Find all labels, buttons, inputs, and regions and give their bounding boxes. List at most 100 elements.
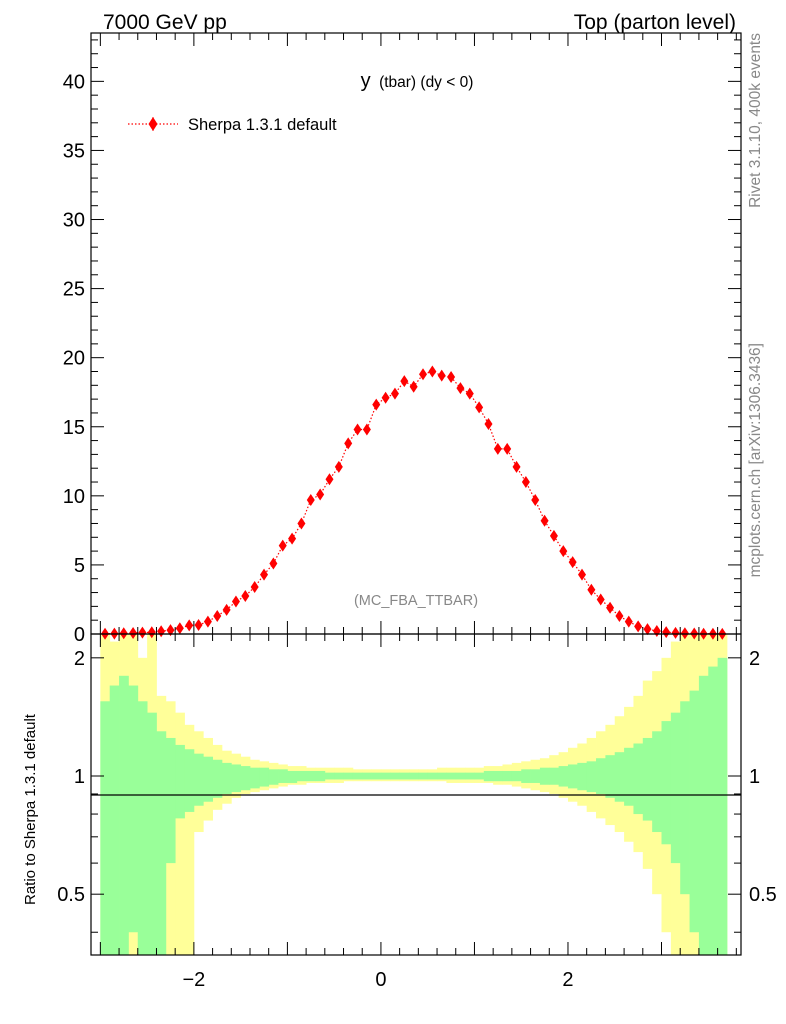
band-bin [511, 770, 522, 782]
band-bin [165, 737, 176, 864]
band-bin [390, 772, 401, 780]
ratio-y-tick-label-right: 0.5 [749, 884, 777, 906]
band-bin [109, 685, 120, 955]
band-bin [539, 767, 550, 785]
band-bin [278, 769, 288, 783]
data-point [680, 627, 689, 640]
band-bin [642, 737, 653, 821]
data-point [671, 626, 680, 639]
band-bin [399, 772, 410, 780]
data-point [306, 493, 315, 506]
data-point [531, 493, 540, 506]
band-bin [184, 724, 195, 955]
x-tick-label: 0 [375, 969, 386, 991]
band-bin [137, 701, 148, 955]
data-point [512, 460, 521, 473]
band-bin [119, 675, 129, 955]
data-point [549, 529, 558, 542]
band-bin [352, 772, 363, 780]
legend-label: Sherpa 1.3.1 default [188, 116, 337, 134]
ratio-ylabel: Ratio to Sherpa 1.3.1 default [22, 713, 39, 905]
band-bin [203, 756, 213, 802]
band-bin [231, 764, 242, 793]
band-bin [577, 762, 588, 791]
band-bin [259, 767, 270, 787]
legend: Sherpa 1.3.1 default [128, 116, 337, 134]
band-bin [633, 743, 644, 815]
band-bin [530, 769, 541, 783]
band-bin [427, 772, 438, 780]
data-point [119, 627, 128, 640]
data-point [278, 539, 287, 552]
main-axis-ticks: 0 5 10 15 20 25 30 35 40 [63, 33, 741, 955]
band-bin [175, 712, 185, 955]
data-point [475, 401, 484, 414]
band-bin [437, 772, 447, 780]
ratio-frame [90, 633, 742, 956]
band-bin [614, 752, 625, 802]
data-point [129, 627, 138, 640]
band-bin [698, 675, 709, 955]
data-point [587, 583, 596, 596]
data-point [634, 620, 643, 633]
band-bin [100, 701, 111, 955]
data-point [185, 619, 194, 632]
data-point [316, 488, 325, 501]
ratio-axis-ticks: 0.5 0.5 1 1 2 2 −2 0 2 [57, 648, 777, 991]
band-bin [287, 770, 298, 783]
band-bin [521, 769, 531, 783]
data-point [465, 387, 474, 400]
band-bin [147, 712, 157, 955]
data-point [419, 368, 428, 381]
data-point [334, 460, 343, 473]
band-bin [193, 753, 204, 806]
band-bin [455, 772, 466, 780]
data-point [147, 626, 156, 639]
band-bin [221, 762, 232, 794]
data-point [325, 473, 334, 486]
data-point [643, 623, 652, 636]
band-bin [652, 731, 662, 833]
data-point [241, 590, 250, 603]
data-point [372, 398, 381, 411]
data-point [606, 601, 615, 614]
data-point [559, 545, 568, 558]
band-bin [680, 701, 690, 895]
band-bin [502, 770, 513, 782]
y-tick-label: 35 [63, 140, 85, 162]
plot-title-main: y [361, 70, 371, 92]
rivet-version-label: Rivet 3.1.10, 400k events [747, 33, 764, 208]
data-point [297, 517, 306, 530]
band-bin [605, 755, 616, 798]
band-bin [212, 759, 223, 798]
data-point [596, 593, 605, 606]
data-point [344, 437, 353, 450]
data-point [269, 557, 278, 570]
band-bin [362, 772, 372, 780]
data-point [437, 369, 446, 382]
band-bin [549, 767, 560, 785]
band-bin [689, 690, 700, 933]
ratio-y-tick-label: 0.5 [57, 884, 85, 906]
data-point [222, 603, 231, 616]
band-bin [156, 731, 167, 955]
data-point [503, 442, 512, 455]
band-bin [184, 749, 195, 812]
band-bin [596, 758, 606, 794]
data-point [484, 417, 493, 430]
legend-marker [148, 117, 158, 131]
band-bin [343, 772, 354, 780]
data-point [568, 556, 577, 569]
y-tick-label: 25 [63, 279, 85, 301]
band-bin [493, 770, 503, 782]
band-bin [446, 772, 457, 780]
data-point [540, 514, 549, 527]
band-bin [128, 685, 139, 933]
y-tick-label: 40 [63, 71, 85, 93]
ratio-y-tick-label-right: 2 [749, 648, 760, 670]
band-bin [624, 747, 634, 806]
y-tick-label: 20 [63, 348, 85, 370]
data-point [138, 626, 147, 639]
band-bin [324, 772, 335, 780]
